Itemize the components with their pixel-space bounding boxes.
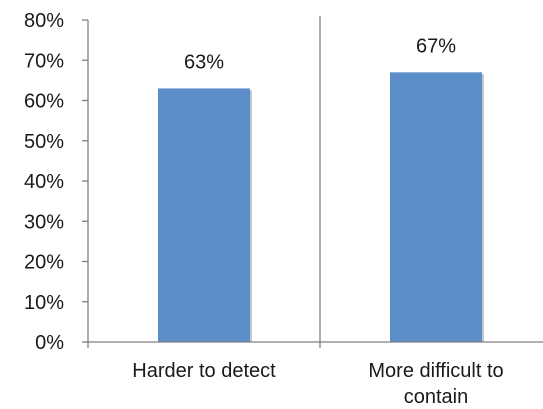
x-axis: Harder to detect More difficult to contain	[87, 16, 543, 408]
category-label: More difficult to	[368, 360, 503, 382]
y-axis: 0% 10% 20% 30% 40% 50% 60% 70% 80%	[24, 10, 89, 354]
bar-2	[390, 72, 482, 342]
data-label: 67%	[416, 35, 456, 57]
y-tick-label: 10%	[24, 292, 64, 314]
y-tick-label: 20%	[24, 252, 64, 274]
y-tick-label: 70%	[24, 50, 64, 72]
bar-1	[158, 88, 250, 342]
bars: 63% 67%	[158, 35, 484, 342]
y-tick-label: 80%	[24, 10, 64, 32]
y-tick-label: 0%	[35, 332, 64, 354]
y-tick-label: 30%	[24, 211, 64, 233]
y-tick-label: 50%	[24, 131, 64, 153]
data-label: 63%	[184, 51, 224, 73]
y-tick-label: 40%	[24, 171, 64, 193]
category-label: contain	[404, 386, 469, 408]
y-tick-label: 60%	[24, 91, 64, 113]
category-label: Harder to detect	[132, 360, 276, 382]
